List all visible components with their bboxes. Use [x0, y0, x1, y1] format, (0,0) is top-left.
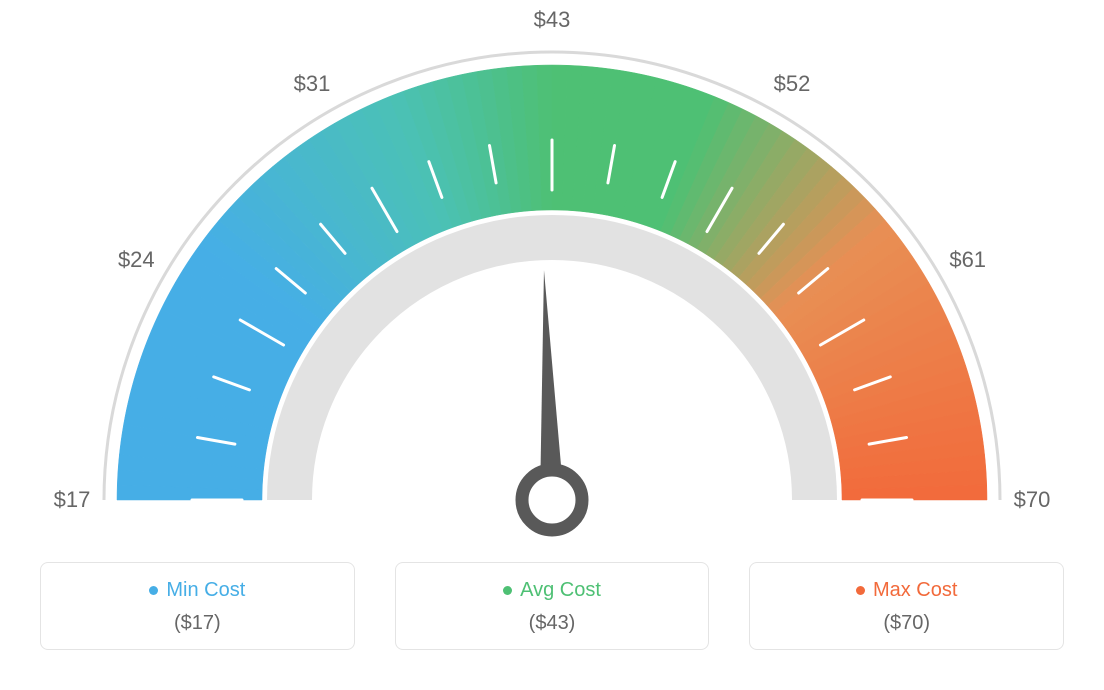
gauge-tick-label: $70	[1014, 487, 1051, 513]
legend-card-max: Max Cost ($70)	[749, 562, 1064, 650]
cost-gauge: $17 $24 $31 $43 $52 $61 $70	[0, 0, 1104, 560]
gauge-tick-label: $61	[949, 247, 986, 273]
gauge-tick-label: $43	[534, 7, 571, 33]
legend-label: Min Cost	[166, 579, 245, 602]
legend-value: ($17)	[51, 612, 344, 635]
legend-label: Max Cost	[873, 579, 957, 602]
gauge-tick-label: $24	[118, 247, 155, 273]
legend-value: ($43)	[406, 612, 699, 635]
gauge-tick-label: $17	[54, 487, 91, 513]
legend-row: Min Cost ($17) Avg Cost ($43) Max Cost (…	[0, 562, 1104, 650]
gauge-tick-label: $52	[774, 71, 811, 97]
dot-icon	[503, 586, 512, 595]
legend-value: ($70)	[760, 612, 1053, 635]
dot-icon	[149, 586, 158, 595]
gauge-tick-label: $31	[294, 71, 331, 97]
legend-card-avg: Avg Cost ($43)	[395, 562, 710, 650]
legend-card-min: Min Cost ($17)	[40, 562, 355, 650]
legend-label: Avg Cost	[520, 579, 601, 602]
dot-icon	[856, 586, 865, 595]
